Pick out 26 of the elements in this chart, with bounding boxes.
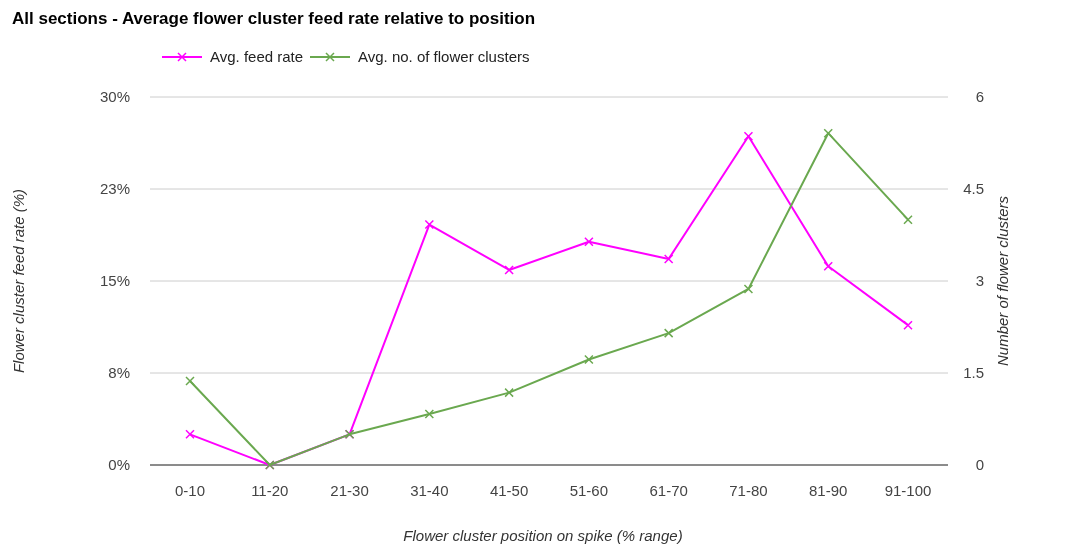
x-tick-label: 81-90 bbox=[809, 482, 848, 499]
x-tick-label: 11-20 bbox=[251, 482, 289, 499]
chart-title: All sections - Average flower cluster feed rate relative to position bbox=[12, 9, 536, 28]
x-axis-title: Flower cluster position on spike (% range) bbox=[403, 527, 683, 544]
x-tick-label: 41-50 bbox=[489, 482, 529, 499]
legend-label: Avg. no. of flower clusters bbox=[358, 48, 530, 65]
x-tick-label: 0-10 bbox=[174, 482, 206, 499]
y2-tick-label: 1.5 bbox=[963, 364, 984, 381]
x-tick-label: 51-60 bbox=[569, 482, 609, 499]
legend-label: Avg. feed rate bbox=[210, 48, 304, 65]
x-tick-label: 71-80 bbox=[729, 482, 768, 499]
y2-tick-label: 4.5 bbox=[963, 180, 984, 197]
x-tick-label: 21-30 bbox=[330, 482, 369, 499]
y2-tick-label: 3 bbox=[975, 272, 984, 289]
y-tick-label: 15% bbox=[99, 272, 130, 289]
y2-axis-title: Number of flower clusters bbox=[994, 195, 1011, 367]
x-tick-label: 61-70 bbox=[649, 482, 688, 499]
y-tick-label: 30% bbox=[99, 88, 130, 105]
x-tick-label: 31-40 bbox=[410, 482, 449, 499]
y-tick-label: 0% bbox=[108, 456, 130, 473]
y-tick-label: 23% bbox=[99, 180, 130, 197]
x-tick-label: 91-100 bbox=[884, 482, 932, 499]
y2-tick-label: 6 bbox=[975, 88, 984, 105]
y-axis-title: Flower cluster feed rate (%) bbox=[10, 188, 27, 374]
y2-tick-label: 0 bbox=[975, 456, 984, 473]
y-tick-label: 8% bbox=[108, 364, 130, 381]
